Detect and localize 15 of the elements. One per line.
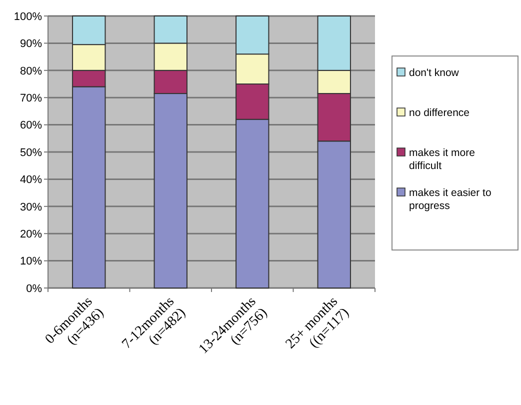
y-tick-label: 20% [20, 228, 42, 240]
y-tick-label: 40% [20, 174, 42, 186]
y-tick-label: 50% [20, 146, 42, 159]
y-tick-label: 90% [20, 38, 42, 50]
y-tick-label: 100% [14, 10, 42, 23]
legend-label: makes it more difficult [409, 147, 476, 172]
y-tick-label: 80% [20, 65, 42, 78]
y-tick-label: 10% [20, 256, 42, 268]
y-tick-label: 0% [26, 282, 42, 295]
y-tick-label: 30% [20, 201, 42, 214]
legend-label: makes it easier to progress [409, 187, 492, 212]
legend-label: no difference [409, 107, 470, 119]
legend-label: don't know [409, 67, 460, 79]
y-tick-label: 70% [20, 92, 42, 104]
y-tick-label: 60% [20, 120, 42, 132]
